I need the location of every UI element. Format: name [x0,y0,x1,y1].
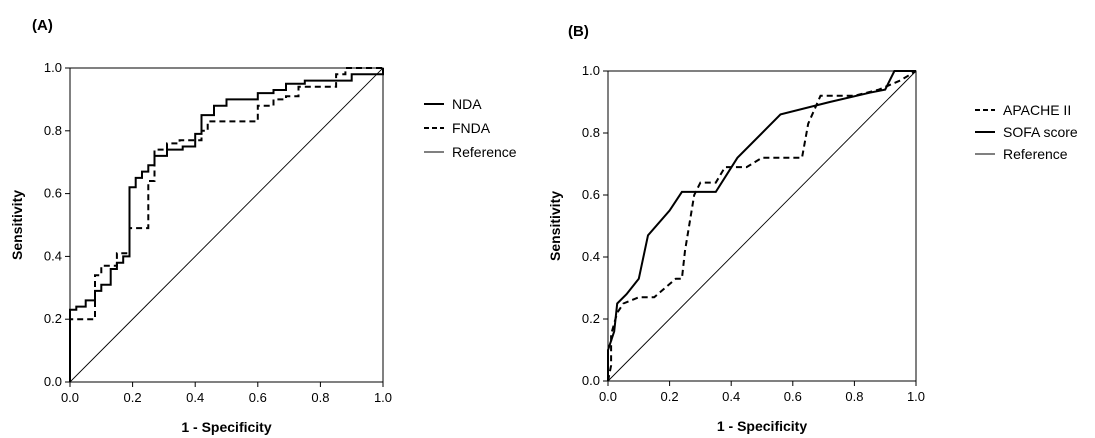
x-tick-label: 0.4 [186,390,204,405]
y-tick-label: 0.2 [44,311,62,326]
series-line-apache-ii [607,70,917,382]
x-tick-label: 0.2 [124,390,142,405]
series-line-reference [607,70,917,382]
x-axis-title: 1 - Specificity [717,418,807,434]
x-tick-label: 0.2 [661,389,679,404]
x-axis-title: 1 - Specificity [181,419,271,435]
y-tick-label: 0.6 [582,187,600,202]
y-tick-label: 0.2 [582,311,600,326]
x-tick-label: 0.4 [722,389,740,404]
y-tick-label: 0.6 [44,186,62,201]
series-line-sofa-score [607,70,916,381]
y-axis-title: Sensitivity [9,190,25,260]
y-tick-label: 0.4 [582,249,600,264]
legend-label: NDA [452,96,482,112]
y-tick-label: 0.0 [44,374,62,389]
plot-frame [69,67,384,383]
y-tick-label: 0.0 [582,373,600,388]
x-tick-label: 1.0 [374,390,392,405]
series-line-fnda [69,67,383,382]
x-tick-label: 0.0 [599,389,617,404]
legend-label: Reference [1003,146,1068,162]
panel-label: (A) [32,17,53,34]
x-tick-label: 0.6 [784,389,802,404]
panel-label: (B) [568,23,589,40]
legend-label: SOFA score [1003,124,1078,140]
x-tick-label: 0.8 [845,389,863,404]
y-tick-label: 0.8 [582,125,600,140]
roc-panel-a: (A) 0.0 0.2 0.4 0.6 0.8 1.0 0.0 0.2 0.4 0.6 0.8 1.0 1… [9,17,517,435]
y-axis-title: Sensitivity [547,191,563,261]
x-tick-label: 0.8 [311,390,329,405]
y-tick-label: 0.4 [44,248,62,263]
x-tick-label: 0.6 [249,390,267,405]
legend-label: Reference [452,144,517,160]
legend-label: APACHE II [1003,102,1071,118]
x-tick-label: 0.0 [61,390,79,405]
series-line-reference [69,67,384,383]
roc-panel-b: (B) 0.0 0.2 0.4 0.6 0.8 1.0 0.0 0.2 0.4 0.6 0.8 1.0 1… [547,23,1078,434]
legend-label: FNDA [452,120,491,136]
x-tick-label: 1.0 [907,389,925,404]
plot-frame [607,70,917,382]
y-tick-label: 0.8 [44,123,62,138]
y-tick-label: 1.0 [44,60,62,75]
y-tick-label: 1.0 [582,63,600,78]
